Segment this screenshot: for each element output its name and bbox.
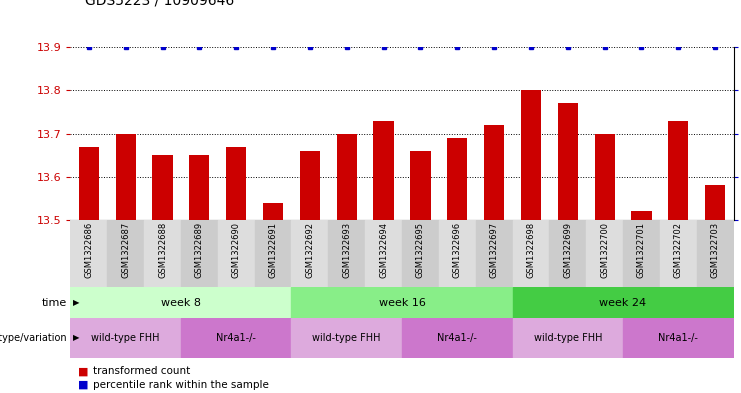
Text: ■: ■ (78, 380, 88, 390)
Text: GSM1322702: GSM1322702 (674, 222, 682, 278)
Text: time: time (41, 298, 67, 308)
Bar (218, 220, 255, 287)
Text: Nr4a1-/-: Nr4a1-/- (437, 333, 477, 343)
Bar (447, 138, 468, 220)
Text: GSM1322698: GSM1322698 (526, 222, 536, 278)
Text: wild-type FHH: wild-type FHH (91, 333, 160, 343)
Bar (411, 151, 431, 220)
Text: wild-type FHH: wild-type FHH (534, 333, 602, 343)
Text: GSM1322693: GSM1322693 (342, 222, 351, 278)
Bar (189, 155, 210, 220)
Text: transformed count: transformed count (93, 366, 190, 376)
Bar (594, 134, 615, 220)
Bar (660, 220, 697, 287)
Text: GSM1322703: GSM1322703 (711, 222, 720, 278)
Text: GSM1322689: GSM1322689 (195, 222, 204, 278)
Bar (255, 220, 291, 287)
Bar (558, 103, 578, 220)
Text: GSM1322694: GSM1322694 (379, 222, 388, 278)
Text: ▶: ▶ (73, 298, 79, 307)
Bar (291, 318, 402, 358)
Bar (79, 147, 99, 220)
Bar (107, 220, 144, 287)
Bar (513, 220, 549, 287)
Bar (476, 220, 513, 287)
Text: week 8: week 8 (161, 298, 201, 308)
Bar (263, 203, 283, 220)
Text: ■: ■ (78, 366, 88, 376)
Text: GSM1322695: GSM1322695 (416, 222, 425, 278)
Text: GSM1322686: GSM1322686 (84, 222, 93, 278)
Bar (513, 287, 734, 318)
Text: GSM1322701: GSM1322701 (637, 222, 646, 278)
Bar (153, 155, 173, 220)
Bar (373, 121, 393, 220)
Bar (181, 220, 218, 287)
Bar (439, 220, 476, 287)
Bar (365, 220, 402, 287)
Bar (484, 125, 504, 220)
Text: GSM1322687: GSM1322687 (122, 222, 130, 278)
Bar (513, 318, 623, 358)
Bar (328, 220, 365, 287)
Text: GSM1322691: GSM1322691 (268, 222, 278, 278)
Text: week 24: week 24 (599, 298, 647, 308)
Text: wild-type FHH: wild-type FHH (313, 333, 381, 343)
Text: Nr4a1-/-: Nr4a1-/- (659, 333, 698, 343)
Text: genotype/variation: genotype/variation (0, 333, 67, 343)
Bar (70, 318, 181, 358)
Text: GSM1322697: GSM1322697 (490, 222, 499, 278)
Bar (336, 134, 357, 220)
Bar (144, 220, 181, 287)
Bar (623, 318, 734, 358)
Bar (291, 287, 513, 318)
Bar (402, 220, 439, 287)
Bar (402, 318, 513, 358)
Text: Nr4a1-/-: Nr4a1-/- (216, 333, 256, 343)
Bar (291, 220, 328, 287)
Bar (70, 220, 107, 287)
Bar (181, 318, 291, 358)
Text: percentile rank within the sample: percentile rank within the sample (93, 380, 268, 390)
Text: week 16: week 16 (379, 298, 425, 308)
Text: GSM1322696: GSM1322696 (453, 222, 462, 278)
Bar (697, 220, 734, 287)
Text: GSM1322690: GSM1322690 (232, 222, 241, 278)
Bar (668, 121, 688, 220)
Text: GDS5223 / 10909646: GDS5223 / 10909646 (85, 0, 234, 8)
Text: GSM1322688: GSM1322688 (158, 222, 167, 278)
Bar (623, 220, 660, 287)
Text: ▶: ▶ (73, 334, 79, 342)
Bar (226, 147, 246, 220)
Bar (70, 287, 291, 318)
Text: GSM1322699: GSM1322699 (563, 222, 572, 278)
Text: GSM1322692: GSM1322692 (305, 222, 314, 278)
Bar (586, 220, 623, 287)
Bar (116, 134, 136, 220)
Text: GSM1322700: GSM1322700 (600, 222, 609, 278)
Bar (705, 185, 725, 220)
Bar (521, 90, 541, 220)
Bar (300, 151, 320, 220)
Bar (549, 220, 586, 287)
Bar (631, 211, 651, 220)
